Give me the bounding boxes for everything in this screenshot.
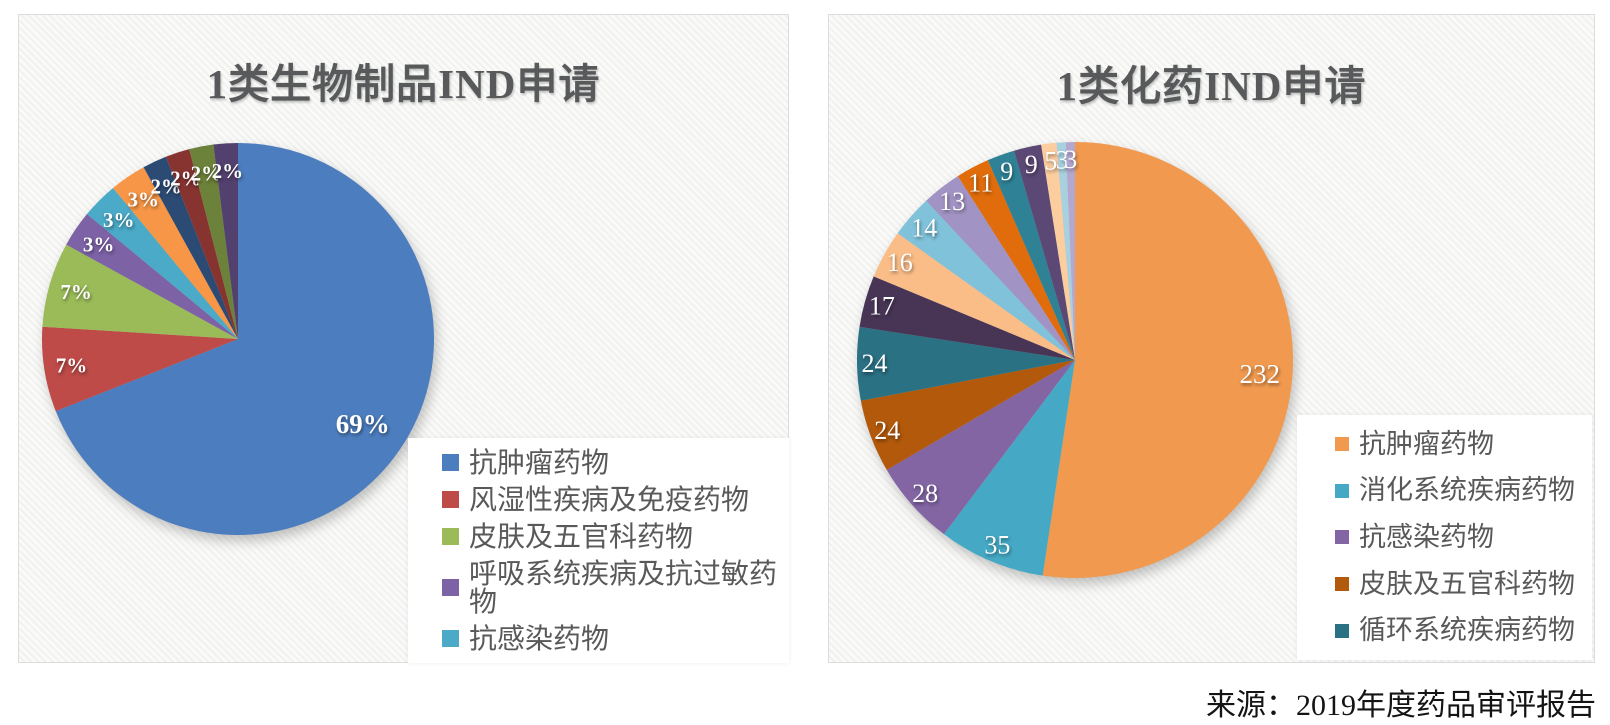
legend-color-swatch <box>1335 577 1349 592</box>
pie-slice <box>859 276 1075 360</box>
legend-item: 循环系统疾病药物 <box>1335 617 1592 644</box>
pie-slice-label: 7% <box>56 353 88 377</box>
pie-slice <box>987 150 1075 360</box>
pie-slice <box>1041 142 1075 360</box>
pie-slice <box>42 244 238 339</box>
pie-slice-label: 9 <box>1025 150 1038 179</box>
legend-label: 循环系统疾病药物 <box>1359 615 1575 646</box>
legend-item: 皮肤及五官科药物 <box>1335 568 1592 599</box>
biologics-legend: 抗肿瘤药物风湿性疾病及免疫药物 皮肤及五官科药物呼吸系统疾病及抗过敏药物抗感染药物 <box>408 438 789 663</box>
pie-slice-label: 24 <box>874 416 900 445</box>
pie-slice-label: 7% <box>60 280 92 304</box>
pie-slice <box>42 326 239 412</box>
pie-slice <box>857 326 1075 401</box>
pie-slice-label: 9 <box>1000 157 1013 186</box>
chemical-chart-title: 1类化药IND申请 <box>1056 63 1367 109</box>
pie-slice-label: 3% <box>128 188 160 212</box>
legend-item: 消化系统疾病药物 <box>1335 477 1592 504</box>
legend-color-swatch <box>1335 530 1349 545</box>
source-note: 来源：2019年度药品审评报告 <box>1206 689 1596 722</box>
pie-slice <box>1056 142 1075 360</box>
pie-slice-label: 28 <box>912 479 938 508</box>
pie-slice <box>943 360 1075 576</box>
legend-color-swatch <box>442 630 459 647</box>
pie-slice <box>66 214 239 339</box>
pie-slice-label: 3% <box>83 232 115 256</box>
pie-slice <box>113 167 238 339</box>
pie-slice <box>165 149 238 339</box>
legend-item: 抗肿瘤药物 <box>1335 428 1592 459</box>
pie-slice-label: 14 <box>911 213 937 242</box>
legend-color-swatch <box>442 491 459 508</box>
legend-item: 呼吸系统疾病及抗过敏药物 <box>442 557 789 617</box>
pie-slice-label: 3 <box>1064 145 1077 174</box>
pie-slice-label: 17 <box>869 291 895 320</box>
pie-slice <box>897 200 1075 360</box>
legend-label: 抗感染药物 <box>1359 521 1494 552</box>
legend-color-swatch <box>1335 623 1349 638</box>
legend-label: 呼吸系统疾病及抗过敏药物 <box>469 557 778 617</box>
pie-slice <box>1042 142 1293 578</box>
legend-label: 抗肿瘤药物 <box>469 446 610 478</box>
pie-slice-label: 232 <box>1240 359 1281 389</box>
pie-slice <box>957 160 1075 360</box>
pie-slice <box>860 360 1075 470</box>
legend-item: 风湿性疾病及免疫药物 <box>442 483 789 515</box>
legend-color-swatch <box>1335 483 1349 498</box>
legend-label: 抗肿瘤药物 <box>1359 428 1494 459</box>
pie-slice <box>143 156 238 339</box>
chemical-legend: 抗肿瘤药物消化系统疾病药物 抗感染药物皮肤及五官科药物 循环系统疾病药物 <box>1297 415 1592 660</box>
pie-slice-label: 16 <box>887 248 913 277</box>
pie-slice <box>213 143 238 339</box>
legend-label: 皮肤及五官科药物 <box>469 520 694 552</box>
pie-slice <box>873 233 1075 360</box>
pie-slice-label: 3 <box>1056 145 1069 174</box>
pie-slice-label: 5 <box>1044 146 1057 175</box>
pie-slice-label: 35 <box>984 531 1010 560</box>
legend-color-swatch <box>442 528 459 545</box>
legend-label: 消化系统疾病药物 <box>1359 475 1575 506</box>
pie-slice <box>55 143 434 535</box>
legend-color-swatch <box>442 579 459 596</box>
legend-item: 抗感染药物 <box>1335 521 1592 552</box>
pie-slice-label: 13 <box>939 187 965 216</box>
pie-slice-label: 3% <box>103 208 135 232</box>
legend-item: 抗感染药物 <box>442 622 789 654</box>
pie-slice <box>86 187 238 339</box>
pie-slice <box>1013 144 1075 360</box>
pie-slice-label: 69% <box>336 409 390 439</box>
biologics-chart-title: 1类生物制品IND申请 <box>206 61 601 107</box>
legend-label: 皮肤及五官科药物 <box>1359 568 1575 599</box>
legend-label: 风湿性疾病及免疫药物 <box>469 483 750 515</box>
pie-slice <box>1065 142 1075 360</box>
pie-slice-label: 11 <box>968 169 993 198</box>
pie-slice-label: 2% <box>212 159 244 183</box>
legend-color-swatch <box>442 454 459 471</box>
legend-item: 抗肿瘤药物 <box>442 446 789 478</box>
legend-item: 皮肤及五官科药物 <box>442 520 789 552</box>
legend-color-swatch <box>1335 437 1349 452</box>
pie-slice <box>886 360 1075 535</box>
pie-slice <box>926 176 1075 360</box>
pie-slice-label: 24 <box>862 349 888 378</box>
pie-slice <box>189 144 238 339</box>
legend-label: 抗感染药物 <box>469 622 610 654</box>
